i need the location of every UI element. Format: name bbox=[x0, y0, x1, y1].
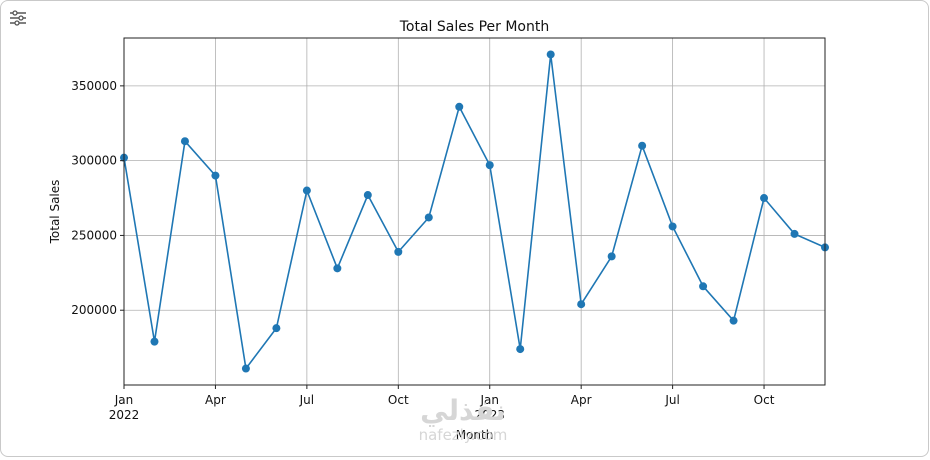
data-point bbox=[150, 337, 159, 346]
data-point bbox=[760, 194, 769, 203]
data-point bbox=[424, 213, 433, 222]
y-tick-label: 250000 bbox=[71, 228, 117, 242]
y-tick-label: 200000 bbox=[71, 303, 117, 317]
data-point bbox=[180, 137, 189, 146]
x-tick-year-label: 2023 bbox=[474, 408, 505, 422]
data-point bbox=[485, 161, 494, 170]
x-tick-label: Jan bbox=[114, 393, 134, 407]
x-tick-year-label: 2022 bbox=[109, 408, 140, 422]
data-point bbox=[211, 171, 220, 180]
x-tick-label: Oct bbox=[754, 393, 775, 407]
y-tick-label: 350000 bbox=[71, 79, 117, 93]
data-point bbox=[699, 282, 708, 291]
x-tick-label: Jul bbox=[299, 393, 314, 407]
data-point bbox=[363, 191, 372, 200]
x-axis-label: Month bbox=[456, 428, 494, 442]
data-point bbox=[729, 316, 738, 325]
data-point bbox=[394, 247, 403, 256]
data-point bbox=[302, 186, 311, 195]
plot-frame bbox=[123, 37, 826, 386]
chart-title: Total Sales Per Month bbox=[399, 19, 550, 35]
filter-settings-icon[interactable] bbox=[8, 10, 28, 26]
x-tick-label: Jan bbox=[479, 393, 499, 407]
watermark-logo: نفذلي bbox=[420, 394, 506, 427]
data-point bbox=[455, 102, 464, 111]
data-point bbox=[607, 252, 616, 261]
data-point bbox=[333, 264, 342, 273]
watermark-url: nafezly.com bbox=[418, 426, 508, 444]
watermark: نفذلي nafezly.com bbox=[398, 394, 528, 445]
y-axis-label: Total Sales bbox=[48, 180, 62, 245]
series-line bbox=[123, 54, 826, 371]
data-point bbox=[638, 141, 647, 150]
x-tick-label: Jul bbox=[664, 393, 679, 407]
data-point bbox=[241, 364, 250, 373]
data-point bbox=[668, 222, 677, 231]
y-tick-label: 300000 bbox=[71, 154, 117, 168]
grid bbox=[123, 38, 825, 385]
x-tick-label: Apr bbox=[571, 393, 592, 407]
data-point bbox=[546, 50, 555, 59]
x-tick-label: Apr bbox=[205, 393, 226, 407]
data-point bbox=[790, 229, 799, 238]
series bbox=[120, 50, 829, 373]
data-point bbox=[272, 324, 281, 333]
x-tick-label: Oct bbox=[388, 393, 409, 407]
data-point bbox=[577, 300, 586, 309]
data-point bbox=[516, 345, 525, 354]
